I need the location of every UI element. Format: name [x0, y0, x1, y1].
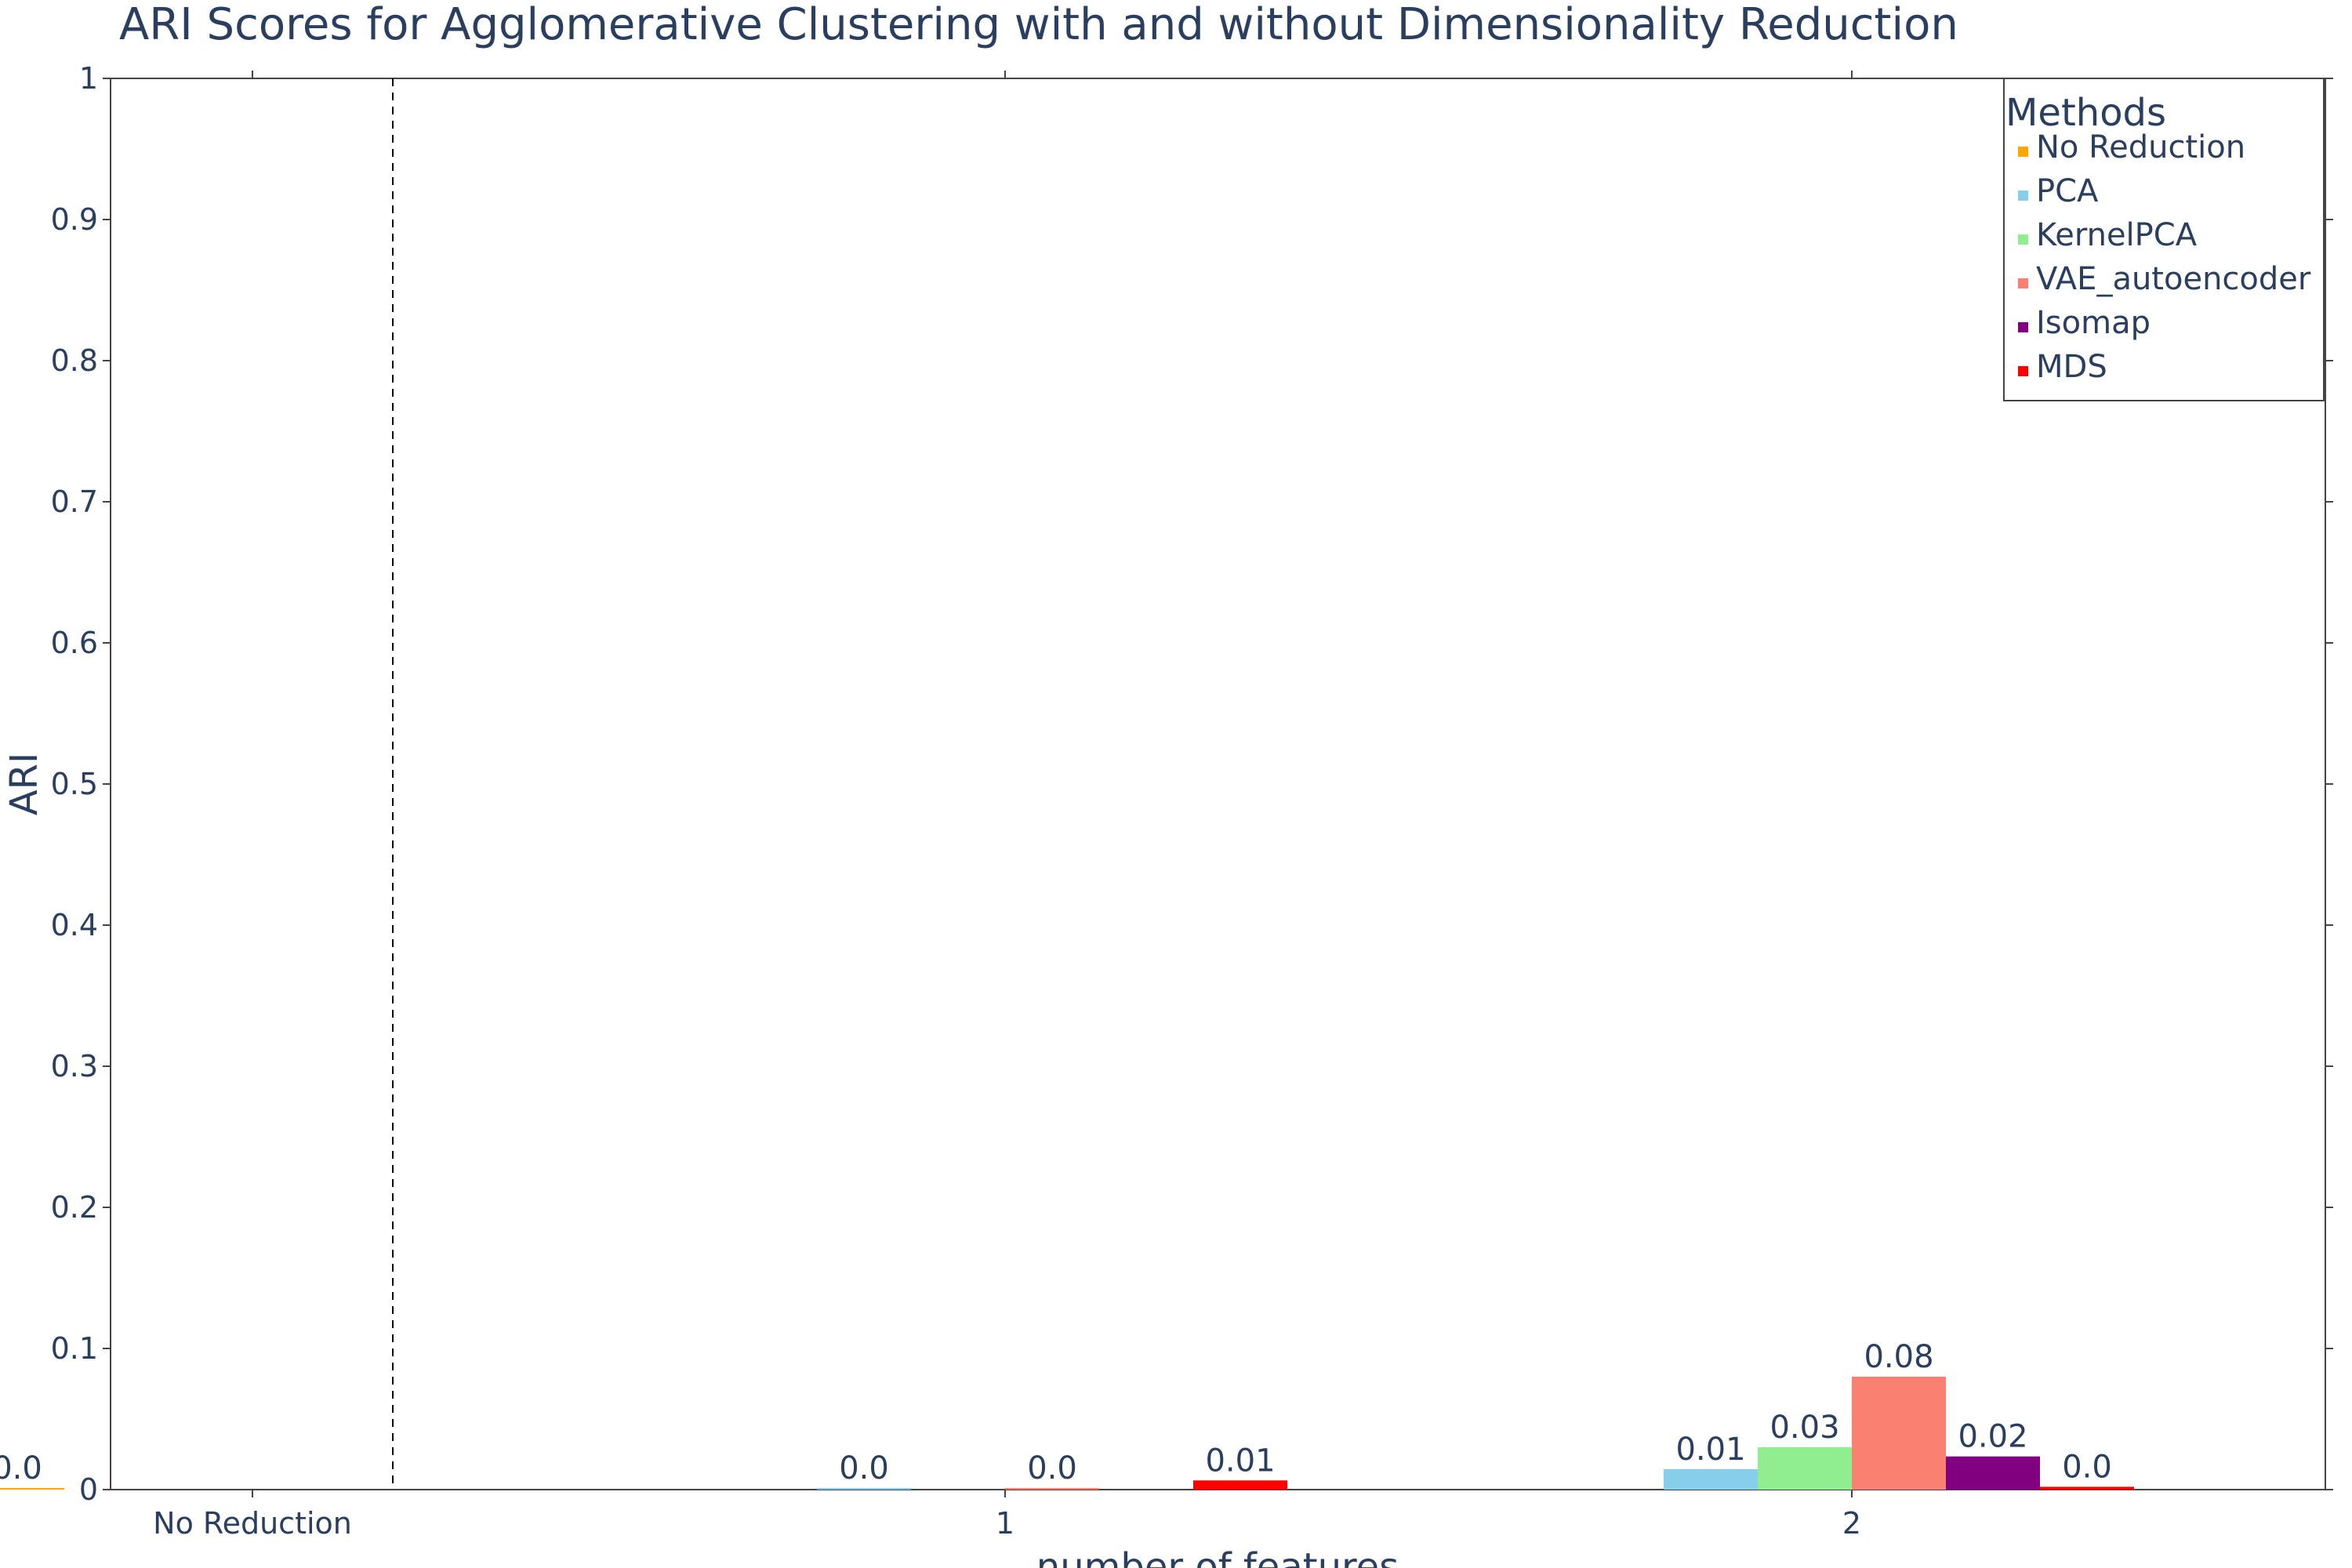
bar-isomap	[1946, 1456, 2040, 1490]
y-axis: 0 0.1 0.2 0.3 0.4 0.5 0.6 0.7 0.8 0.9 1	[51, 61, 2333, 1507]
y-tick-label: 0.4	[51, 908, 98, 942]
y-tick-label: 0.5	[51, 767, 98, 801]
legend-label: PCA	[2036, 173, 2099, 209]
legend-swatch	[2018, 322, 2028, 332]
bar-no-reduction	[0, 1488, 64, 1490]
bar-pca	[1664, 1468, 1758, 1490]
legend-swatch	[2018, 278, 2028, 289]
data-label: 0.0	[2062, 1449, 2112, 1485]
data-label: 0.0	[1027, 1450, 1077, 1486]
y-tick-label: 0.9	[51, 202, 98, 237]
legend-swatch	[2018, 191, 2028, 201]
bar-vae-autoencoder	[1852, 1377, 1946, 1490]
x-axis-title: number of features	[1036, 1545, 1399, 1568]
legend-swatch	[2018, 234, 2028, 245]
y-tick-label: 1	[79, 61, 98, 96]
legend-label: KernelPCA	[2036, 217, 2198, 253]
data-label: 0.08	[1864, 1339, 1933, 1375]
bar-pca	[817, 1488, 911, 1490]
chart-title: ARI Scores for Agglomerative Clustering …	[119, 0, 1958, 50]
data-label: 0.01	[1675, 1432, 1745, 1468]
bar-kernelpca	[1758, 1447, 1852, 1490]
data-label: 0.01	[1205, 1443, 1275, 1479]
data-label: 0.03	[1769, 1410, 1839, 1446]
bar-vae-autoencoder	[1005, 1488, 1099, 1490]
bar-mds	[1193, 1480, 1287, 1490]
x-tick-label: No Reduction	[153, 1506, 352, 1541]
y-tick-label: 0.8	[51, 343, 98, 378]
y-tick-label: 0	[79, 1472, 98, 1507]
x-tick-label: 2	[1842, 1506, 1861, 1541]
legend-label: VAE_autoencoder	[2036, 261, 2311, 297]
y-tick-label: 0.3	[51, 1049, 98, 1083]
data-labels-layer: 0.0 0.0 0.01 0.03 0.0 0.08 0.02 0.01 0.0	[0, 1339, 2112, 1486]
bars-layer	[0, 1377, 2134, 1490]
plot-frame	[110, 78, 2326, 1490]
y-tick-label: 0.7	[51, 485, 98, 519]
data-label: 0.02	[1958, 1419, 2027, 1455]
legend-label: No Reduction	[2036, 129, 2245, 165]
y-tick-label: 0.1	[51, 1331, 98, 1366]
data-label: 0.0	[0, 1450, 42, 1486]
x-tick-label: 1	[996, 1506, 1014, 1541]
data-label: 0.0	[839, 1450, 889, 1486]
y-axis-title: ARI	[2, 753, 46, 815]
legend-label: Isomap	[2036, 305, 2151, 341]
legend-title: Methods	[2005, 91, 2166, 135]
legend-label: MDS	[2036, 349, 2107, 385]
x-axis: No Reduction 1 2	[153, 71, 1861, 1541]
y-tick-label: 0.2	[51, 1190, 98, 1225]
y-tick-label: 0.6	[51, 626, 98, 660]
bar-mds	[2040, 1486, 2134, 1490]
legend: Methods No Reduction PCA KernelPCA VAE_auto…	[2003, 78, 2325, 401]
legend-swatch	[2018, 147, 2028, 157]
legend-items: No Reduction PCA KernelPCA VAE_autoencoder I…	[2018, 129, 2311, 385]
legend-box	[2003, 78, 2325, 401]
legend-swatch	[2018, 366, 2028, 376]
